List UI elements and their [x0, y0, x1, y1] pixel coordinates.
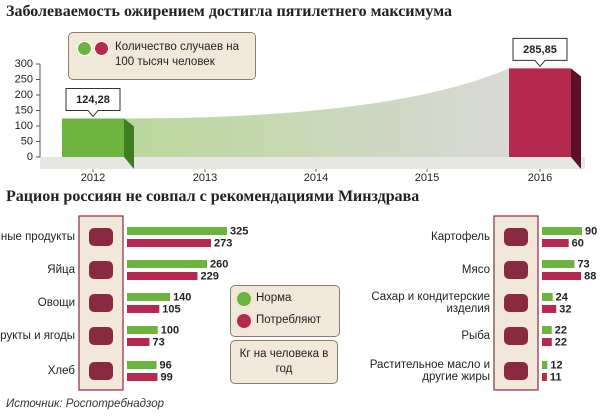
category-label: Сахар и кондитерские изделия: [371, 291, 490, 315]
bar: [127, 227, 227, 235]
chart-title: Заболеваемость ожирением достигла пятиле…: [6, 3, 452, 20]
bar: [127, 260, 207, 268]
value-label: 105: [162, 303, 180, 315]
bar-side: [124, 118, 134, 169]
source: Источник: Роспотребнадзор: [6, 398, 165, 410]
legend-label: Потребляют: [256, 314, 321, 326]
bar: [127, 293, 171, 301]
bar: [542, 272, 582, 280]
bar: [542, 305, 557, 313]
value-label: 32: [559, 303, 571, 315]
value-label: 229: [200, 270, 218, 282]
value-label: 73: [577, 258, 589, 270]
bar: [62, 118, 124, 157]
value-label: 260: [210, 258, 228, 270]
legend-swatch: [94, 41, 109, 56]
category-label: Мясо: [461, 264, 490, 276]
y-tick-label: 100: [15, 120, 33, 132]
bar: [542, 260, 575, 268]
category-label: Хлеб: [47, 365, 75, 377]
value-label: 124,28: [76, 94, 110, 106]
y-tick-label: 250: [15, 73, 33, 85]
chart-title: Рацион россиян не совпал с рекомендациям…: [6, 188, 420, 205]
legend-swatch: [77, 41, 92, 56]
x-tick-label: 2015: [415, 172, 439, 184]
category-label: Овощи: [37, 297, 75, 309]
value-label: 100: [161, 324, 179, 336]
icon: [89, 228, 113, 246]
value-label: 140: [173, 291, 191, 303]
value-label: 325: [230, 225, 248, 237]
x-tick-label: 2012: [81, 172, 105, 184]
bar: [127, 272, 198, 280]
bar: [127, 305, 160, 313]
icon: [504, 362, 528, 380]
legend-label: Количество случаев на 100 тысяч человек: [115, 41, 239, 68]
legend: Норма Потребляют: [230, 285, 340, 337]
legend-swatch: [237, 292, 251, 306]
bar: [542, 361, 548, 369]
value-label: 24: [556, 291, 569, 303]
legend-label: Норма: [256, 292, 292, 304]
bar: [127, 361, 157, 369]
value-label: 12: [550, 359, 562, 371]
icon: [504, 261, 528, 279]
value-label: 60: [572, 237, 584, 249]
value-label: 90: [585, 225, 597, 237]
category-label: Рыба: [461, 330, 490, 342]
value-label: 73: [152, 336, 164, 348]
icon: [504, 294, 528, 312]
y-tick-label: 300: [15, 58, 33, 70]
bar: [542, 293, 553, 301]
floor: [40, 157, 585, 169]
y-tick-label: 0: [27, 151, 33, 163]
unit-note: Кг на человека в год: [230, 340, 338, 384]
category-label: Картофель: [431, 231, 490, 243]
legend-swatch: [237, 314, 251, 328]
legend: Количество случаев на 100 тысяч человек: [68, 32, 256, 80]
bar: [542, 227, 582, 235]
value-label: 99: [160, 371, 172, 383]
icon: [89, 362, 113, 380]
value-label: 11: [550, 371, 562, 383]
icon: [89, 261, 113, 279]
category-label: Молочные продукты: [0, 231, 75, 243]
value-label: 88: [584, 270, 596, 282]
bar: [509, 68, 571, 157]
bar-side: [571, 68, 581, 169]
x-tick-label: 2014: [304, 172, 328, 184]
category-label: Растительное масло и другие жиры: [369, 359, 490, 383]
category-label: Яйца: [47, 264, 75, 276]
y-tick-label: 50: [21, 135, 33, 147]
value-label: 96: [160, 359, 172, 371]
bar: [542, 326, 552, 334]
bar: [542, 373, 547, 381]
bar: [127, 239, 211, 247]
trend-area: [124, 68, 509, 157]
x-tick-label: 2013: [193, 172, 217, 184]
y-tick-label: 200: [15, 89, 33, 101]
bar: [542, 239, 569, 247]
value-label: 285,85: [523, 44, 557, 56]
x-tick-label: 2016: [528, 172, 552, 184]
bar: [127, 326, 158, 334]
value-label: 22: [555, 336, 567, 348]
y-tick-label: 150: [15, 104, 33, 116]
value-label: 22: [555, 324, 567, 336]
icon: [504, 228, 528, 246]
value-label-box: [512, 37, 568, 68]
category-label: Фрукты и ягоды: [0, 330, 75, 342]
icon: [89, 327, 113, 345]
value-label-box: [65, 87, 121, 118]
bar: [542, 338, 552, 346]
value-label: 273: [214, 237, 232, 249]
bar: [127, 338, 150, 346]
icon: [89, 294, 113, 312]
icon: [504, 327, 528, 345]
bar: [127, 373, 158, 381]
